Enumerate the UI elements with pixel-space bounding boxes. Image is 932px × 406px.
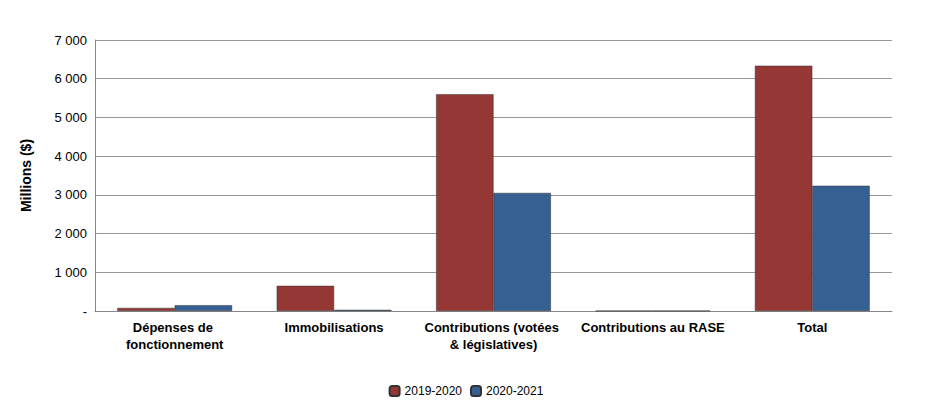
svg-text:Immobilisations: Immobilisations: [285, 320, 384, 335]
svg-text:Millions ($): Millions ($): [18, 139, 34, 212]
svg-text:2020-2021: 2020-2021: [486, 384, 544, 398]
svg-text:fonctionnement: fonctionnement: [126, 337, 224, 352]
svg-text:7 000: 7 000: [54, 33, 87, 48]
svg-text:2019-2020: 2019-2020: [405, 384, 463, 398]
svg-text:Contributions (votées: Contributions (votées: [425, 320, 563, 335]
svg-text:2 000: 2 000: [54, 226, 87, 241]
svg-text:Contributions au RASE: Contributions au RASE: [581, 320, 725, 335]
svg-text:-: -: [83, 304, 87, 319]
svg-text:Dépenses de: Dépenses de: [133, 320, 217, 335]
svg-text:1 000: 1 000: [54, 265, 87, 280]
svg-text:5 000: 5 000: [54, 110, 87, 125]
svg-text:3 000: 3 000: [54, 187, 87, 202]
svg-text:Total: Total: [797, 320, 827, 335]
svg-text:& législatives): & législatives): [450, 337, 537, 352]
svg-text:6 000: 6 000: [54, 71, 87, 86]
svg-text:4 000: 4 000: [54, 149, 87, 164]
